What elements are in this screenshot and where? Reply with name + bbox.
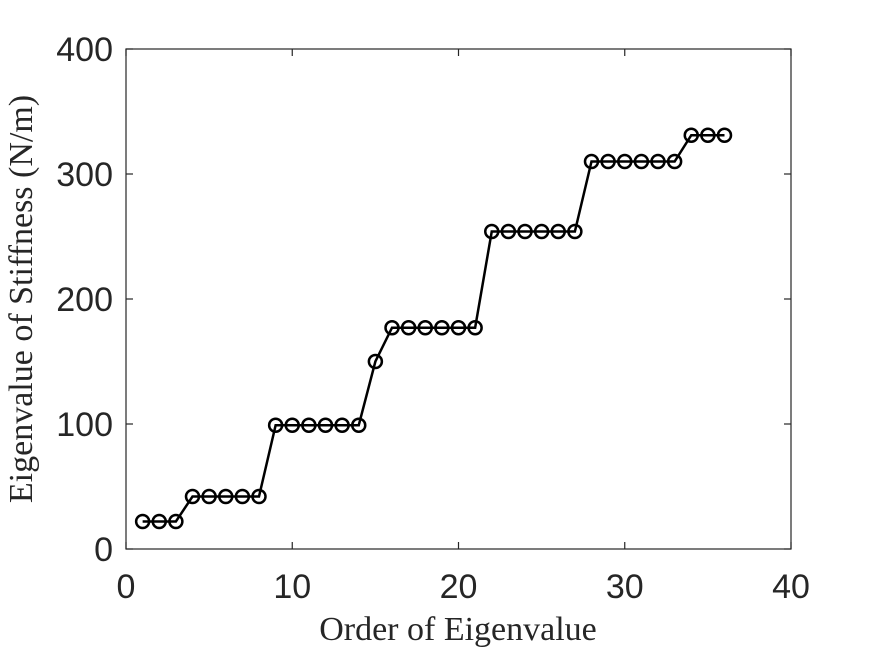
data-point bbox=[267, 417, 284, 433]
data-point bbox=[550, 223, 566, 240]
y-tick-label: 400 bbox=[56, 31, 113, 69]
data-point bbox=[617, 153, 633, 170]
data-point bbox=[450, 320, 467, 336]
x-tick-label: 0 bbox=[117, 568, 136, 606]
data-point bbox=[666, 153, 683, 170]
data-point bbox=[284, 417, 300, 433]
data-point bbox=[650, 153, 666, 170]
y-tick-label: 200 bbox=[56, 281, 113, 319]
y-tick-labels: 0 100 200 300 400 bbox=[56, 31, 113, 569]
data-point bbox=[633, 153, 650, 170]
data-point bbox=[484, 223, 500, 240]
data-point bbox=[168, 513, 184, 530]
data-point bbox=[417, 320, 433, 336]
data-point bbox=[201, 488, 217, 505]
data-point bbox=[234, 488, 251, 505]
data-point bbox=[400, 320, 417, 336]
data-point bbox=[517, 223, 533, 240]
data-point bbox=[134, 513, 151, 530]
data-point bbox=[317, 417, 334, 433]
y-tick-label: 300 bbox=[56, 156, 113, 194]
data-point bbox=[351, 417, 367, 433]
data-point bbox=[251, 488, 267, 505]
data-point bbox=[583, 153, 600, 170]
x-tick-label: 30 bbox=[606, 568, 644, 606]
x-tick-label: 10 bbox=[273, 568, 311, 606]
data-point bbox=[384, 320, 400, 336]
axis-ticks bbox=[125, 48, 792, 550]
data-point bbox=[716, 127, 733, 143]
data-point bbox=[184, 488, 201, 505]
data-point bbox=[700, 127, 716, 143]
series-markers bbox=[134, 127, 733, 530]
data-point bbox=[567, 223, 583, 240]
data-point bbox=[533, 223, 550, 240]
data-point bbox=[683, 127, 699, 143]
plot-area bbox=[125, 48, 792, 550]
data-point bbox=[467, 320, 483, 336]
data-point bbox=[600, 153, 616, 170]
x-axis-title: Order of Eigenvalue bbox=[319, 611, 597, 648]
data-point bbox=[334, 417, 350, 433]
data-point bbox=[434, 320, 450, 336]
x-tick-label: 40 bbox=[772, 568, 810, 606]
x-tick-label: 20 bbox=[440, 568, 478, 606]
data-point bbox=[218, 488, 234, 505]
y-tick-label: 100 bbox=[56, 406, 113, 444]
series-line bbox=[142, 134, 725, 523]
data-point bbox=[301, 417, 317, 433]
data-point bbox=[367, 353, 384, 370]
x-tick-labels: 0 10 20 30 40 bbox=[117, 568, 810, 606]
data-point bbox=[151, 513, 167, 530]
y-axis-title: Eigenvalue of Stiffness (N/m) bbox=[3, 95, 40, 503]
data-point bbox=[500, 223, 517, 240]
y-tick-label: 0 bbox=[94, 531, 113, 569]
